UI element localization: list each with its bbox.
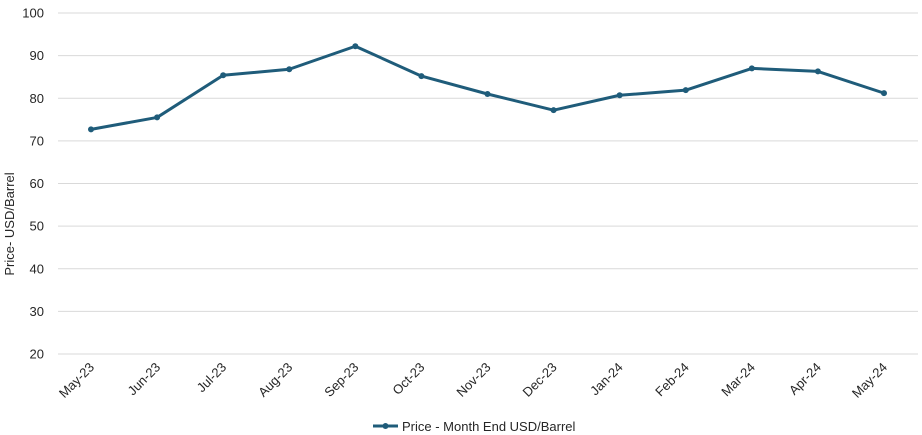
x-tick-label: Jan-24: [587, 360, 626, 399]
series-layer: [88, 43, 887, 133]
y-tick-label: 100: [22, 6, 44, 21]
x-tick-label: May-24: [849, 360, 890, 401]
x-tick-label: Dec-23: [519, 360, 559, 400]
y-tick-label: 20: [30, 347, 44, 362]
y-tick-label: 60: [30, 176, 44, 191]
legend: Price - Month End USD/Barrel: [373, 419, 576, 434]
y-tick-label: 70: [30, 133, 44, 148]
data-point: [88, 126, 94, 133]
y-tick-label: 50: [30, 219, 44, 234]
y-tick-label: 40: [30, 261, 44, 276]
data-point: [550, 107, 557, 114]
y-tick-label: 80: [30, 91, 44, 106]
data-point: [154, 114, 161, 121]
x-tick-label: Jul-23: [194, 360, 230, 396]
gridlines: [58, 12, 918, 355]
data-point: [418, 73, 425, 80]
x-tick-label: Oct-23: [389, 360, 427, 398]
data-point: [682, 87, 689, 94]
data-point: [352, 43, 359, 50]
x-tick-label: Feb-24: [652, 360, 692, 400]
x-tick-label: May-23: [56, 360, 97, 401]
y-tick-label: 30: [30, 304, 44, 319]
data-point: [484, 90, 491, 97]
x-tick-label: Apr-24: [786, 360, 824, 398]
data-point: [286, 66, 293, 73]
data-point: [814, 68, 821, 75]
x-tick-label: Jun-23: [124, 360, 163, 399]
y-tick-label: 90: [30, 48, 44, 63]
y-axis-title: Price- USD/Barrel: [2, 172, 17, 275]
x-tick-label: Aug-23: [255, 360, 295, 400]
legend-marker: [382, 423, 389, 429]
legend-label: Price - Month End USD/Barrel: [402, 419, 576, 434]
series-line: [90, 44, 885, 131]
x-tick-label: Sep-23: [321, 360, 361, 400]
x-tick-label: Nov-23: [453, 360, 493, 400]
data-point: [616, 92, 623, 99]
y-axis-ticks: 20 30 40 50 60 70 80 90 100: [22, 6, 44, 362]
data-point: [881, 90, 887, 97]
data-point: [748, 65, 755, 72]
data-point: [220, 72, 227, 79]
x-axis-ticks: May-23 Jun-23 Jul-23 Aug-23 Sep-23 Oct-23 Nov-…: [56, 360, 890, 401]
x-tick-label: Mar-24: [718, 360, 758, 400]
